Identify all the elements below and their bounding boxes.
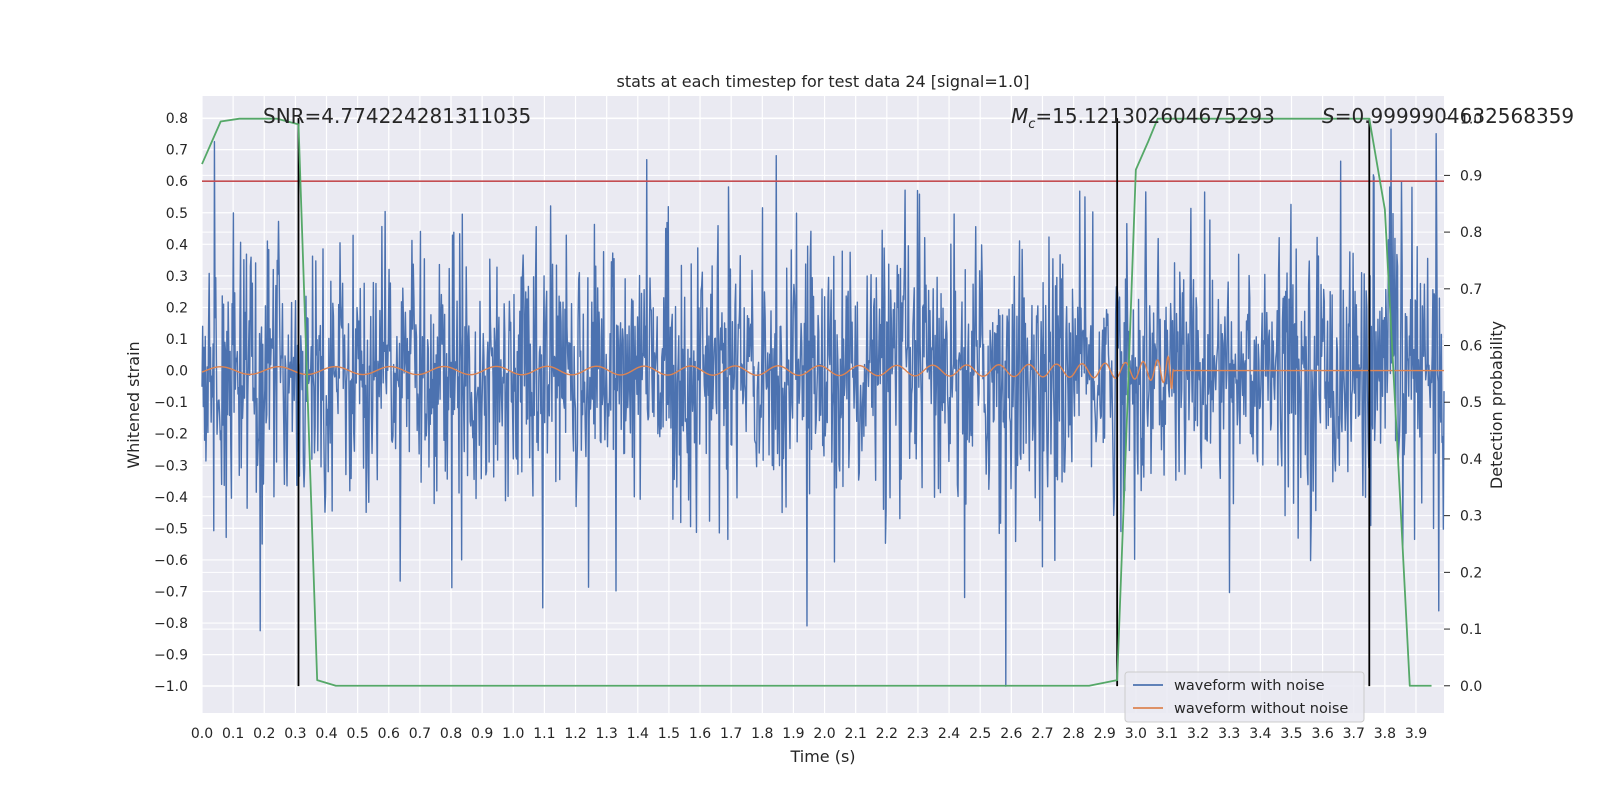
x-axis-label: Time (s) bbox=[789, 747, 855, 766]
y2-tick-label: 0.9 bbox=[1460, 168, 1482, 184]
score-value: =0.9999904632568359 bbox=[1335, 104, 1574, 128]
y-tick-label: 0.6 bbox=[166, 174, 188, 190]
x-tick-label: 3.1 bbox=[1156, 726, 1178, 742]
y-tick-label: −0.3 bbox=[154, 458, 188, 474]
series-waveform-without-noise bbox=[201, 354, 1444, 390]
vertical-markers bbox=[297, 118, 1371, 687]
line-detection-probability bbox=[201, 117, 1432, 687]
chirp-mass-subscript: c bbox=[1028, 117, 1035, 132]
x-tick-label: 2.2 bbox=[876, 726, 898, 742]
x-tick-label: 0.8 bbox=[440, 726, 462, 742]
score-symbol: S bbox=[1322, 104, 1335, 128]
snr-annotation: SNR=4.774224281311035 bbox=[263, 104, 531, 128]
y-tick-label: 0.0 bbox=[166, 364, 188, 380]
x-tick-label: 2.1 bbox=[845, 726, 867, 742]
y-tick-label: −0.6 bbox=[154, 553, 188, 569]
x-tick-label: 1.2 bbox=[564, 726, 586, 742]
x-tick-label: 0.1 bbox=[222, 726, 244, 742]
y-tick-label: −0.2 bbox=[154, 427, 188, 443]
y2-tick-label: 0.4 bbox=[1460, 452, 1482, 468]
x-tick-label: 1.5 bbox=[658, 726, 680, 742]
x-tick-label: 2.4 bbox=[938, 726, 960, 742]
x-tick-label: 1.3 bbox=[596, 726, 618, 742]
y-tick-label: 0.1 bbox=[166, 332, 188, 348]
x-tick-label: 0.0 bbox=[191, 726, 213, 742]
x-tick-label: 3.4 bbox=[1249, 726, 1271, 742]
legend: waveform with noise waveform without noi… bbox=[1124, 671, 1365, 723]
y-tick-label: 0.4 bbox=[166, 237, 188, 253]
y2-tick-label: 0.5 bbox=[1460, 395, 1482, 411]
y-tick-label: −0.5 bbox=[154, 521, 188, 537]
x-tick-label: 1.8 bbox=[751, 726, 773, 742]
x-tick-label: 3.3 bbox=[1218, 726, 1240, 742]
y-tick-label: 0.2 bbox=[166, 300, 188, 316]
y-tick-label: 0.8 bbox=[166, 111, 188, 127]
y-tick-label: 0.3 bbox=[166, 269, 188, 285]
y2-axis-ticks: 1.0 0.9 0.8 0.7 0.6 0.5 0.4 0.3 0.2 0.1 0.0 bbox=[1444, 112, 1482, 695]
y2-tick-label: 0.1 bbox=[1460, 622, 1482, 638]
x-axis-ticks: 0.0 0.1 0.2 0.3 0.4 0.5 0.6 0.7 0.8 0.9 1.0 1.1 1.2 1… bbox=[191, 726, 1427, 742]
x-tick-label: 1.0 bbox=[502, 726, 524, 742]
y-tick-label: 0.7 bbox=[166, 143, 188, 159]
y-tick-label: −1.0 bbox=[154, 679, 188, 695]
chart-title: stats at each timestep for test data 24 … bbox=[617, 72, 1030, 91]
line-waveform-without-noise bbox=[201, 354, 1444, 390]
chirp-mass-symbol: M bbox=[1011, 104, 1028, 128]
y-tick-label: 0.5 bbox=[166, 206, 188, 222]
x-tick-label: 3.5 bbox=[1280, 726, 1302, 742]
y-tick-label: −0.1 bbox=[154, 395, 188, 411]
series-detection-probability bbox=[201, 117, 1432, 687]
x-tick-label: 1.4 bbox=[627, 726, 649, 742]
x-tick-label: 3.6 bbox=[1311, 726, 1333, 742]
x-tick-label: 1.6 bbox=[689, 726, 711, 742]
x-tick-label: 0.7 bbox=[409, 726, 431, 742]
line-waveform-with-noise bbox=[201, 128, 1445, 687]
y2-tick-label: 0.8 bbox=[1460, 225, 1482, 241]
x-tick-label: 2.6 bbox=[1000, 726, 1022, 742]
y-axis-label: Whitened strain bbox=[124, 341, 143, 468]
legend-frame bbox=[1124, 671, 1365, 723]
x-tick-label: 2.3 bbox=[907, 726, 929, 742]
x-tick-label: 3.0 bbox=[1125, 726, 1147, 742]
y2-tick-label: 0.3 bbox=[1460, 509, 1482, 525]
y2-tick-label: 1.0 bbox=[1460, 112, 1482, 128]
x-tick-label: 0.3 bbox=[284, 726, 306, 742]
chirp-mass-value: =15.121302604675293 bbox=[1035, 104, 1274, 128]
chirp-mass-annotation: Mc=15.121302604675293 bbox=[1011, 104, 1275, 132]
y-tick-label: −0.7 bbox=[154, 584, 188, 600]
x-tick-label: 3.2 bbox=[1187, 726, 1209, 742]
x-tick-label: 3.9 bbox=[1405, 726, 1427, 742]
x-tick-label: 1.9 bbox=[782, 726, 804, 742]
y2-tick-label: 0.6 bbox=[1460, 339, 1482, 355]
y2-tick-label: 0.0 bbox=[1460, 679, 1482, 695]
series-waveform-with-noise bbox=[201, 128, 1445, 687]
y2-axis-label: Detection probability bbox=[1487, 321, 1506, 489]
x-tick-label: 0.6 bbox=[378, 726, 400, 742]
legend-label-noise: waveform with noise bbox=[1174, 678, 1325, 694]
score-annotation: S=0.9999904632568359 bbox=[1322, 104, 1574, 128]
x-tick-label: 0.5 bbox=[347, 726, 369, 742]
legend-label-clean: waveform without noise bbox=[1174, 701, 1348, 717]
x-tick-label: 0.9 bbox=[471, 726, 493, 742]
y-tick-label: −0.8 bbox=[154, 616, 188, 632]
x-tick-label: 0.4 bbox=[315, 726, 337, 742]
x-tick-label: 2.9 bbox=[1094, 726, 1116, 742]
y-axis-ticks: 0.8 0.7 0.6 0.5 0.4 0.3 0.2 0.1 0.0 −0.1 −0.2 −0.3 −… bbox=[154, 111, 188, 695]
x-tick-label: 1.7 bbox=[720, 726, 742, 742]
x-tick-label: 2.0 bbox=[813, 726, 835, 742]
y-tick-label: −0.4 bbox=[154, 490, 188, 506]
x-tick-label: 2.8 bbox=[1062, 726, 1084, 742]
x-tick-label: 3.8 bbox=[1374, 726, 1396, 742]
x-tick-label: 0.2 bbox=[253, 726, 275, 742]
x-tick-label: 1.1 bbox=[533, 726, 555, 742]
y-tick-label: −0.9 bbox=[154, 648, 188, 664]
x-tick-label: 3.7 bbox=[1343, 726, 1365, 742]
x-tick-label: 2.5 bbox=[969, 726, 991, 742]
x-tick-label: 2.7 bbox=[1031, 726, 1053, 742]
y2-tick-label: 0.2 bbox=[1460, 565, 1482, 581]
y2-tick-label: 0.7 bbox=[1460, 282, 1482, 298]
